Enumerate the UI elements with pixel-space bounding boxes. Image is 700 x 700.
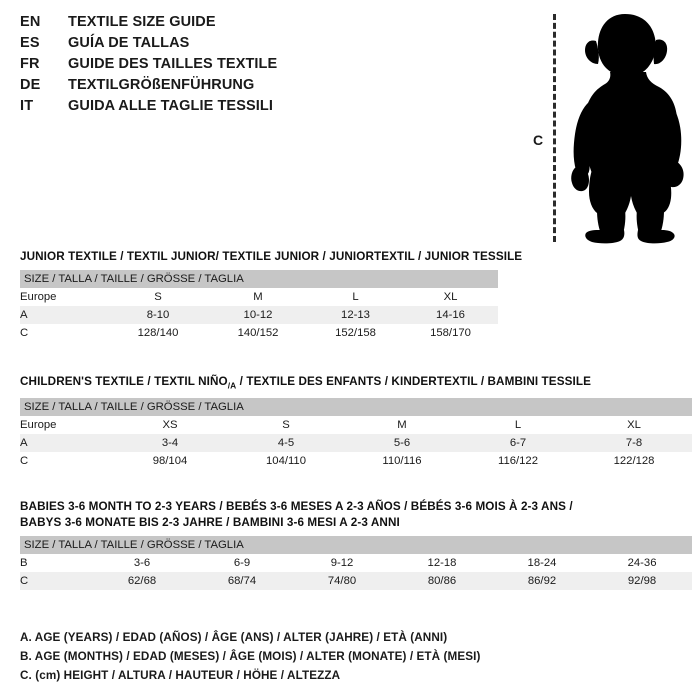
cell-value: 140/152 — [208, 324, 308, 342]
section-junior-textile: JUNIOR TEXTILE / TEXTIL JUNIOR/ TEXTILE … — [20, 249, 522, 342]
legend-block: A. AGE (YEARS) / EDAD (AÑOS) / ÂGE (ANS)… — [20, 628, 680, 685]
cell-value: S — [228, 416, 344, 435]
height-marker-label: C — [533, 132, 544, 148]
cell-value: 24-36 — [592, 554, 693, 572]
section-children-textile: CHILDREN'S TEXTILE / TEXTIL NIÑO/A / TEX… — [20, 374, 693, 471]
cell-value: 4-5 — [228, 434, 344, 453]
section-title-children: CHILDREN'S TEXTILE / TEXTIL NIÑO/A / TEX… — [20, 374, 692, 393]
row-label: A — [20, 306, 108, 324]
table-row: A 3-4 4-5 5-6 6-7 7-8 — [20, 434, 693, 453]
table-header-label-junior: SIZE / TALLA / TAILLE / GRÖSSE / TAGLIA — [20, 270, 498, 288]
cell-value: 62/68 — [92, 572, 192, 590]
cell-value: 6-9 — [192, 554, 292, 572]
row-label: C — [20, 452, 112, 471]
cell-value: 122/128 — [576, 452, 693, 471]
cell-value: L — [460, 416, 576, 435]
cell-value: 128/140 — [108, 324, 208, 342]
language-row-en: EN TEXTILE SIZE GUIDE — [20, 14, 490, 35]
table-header-label-children: SIZE / TALLA / TAILLE / GRÖSSE / TAGLIA — [20, 398, 693, 417]
language-text-de: TEXTILGRÖßENFÜHRUNG — [68, 77, 255, 93]
language-code-fr: FR — [20, 56, 40, 72]
cell-value: 68/74 — [192, 572, 292, 590]
cell-value: 7-8 — [576, 434, 693, 453]
cell-value: 80/86 — [392, 572, 492, 590]
size-table-babies: SIZE / TALLA / TAILLE / GRÖSSE / TAGLIA … — [20, 536, 693, 590]
table-row: C 98/104 104/110 110/116 116/122 122/128 — [20, 452, 693, 471]
language-text-fr: GUIDE DES TAILLES TEXTILE — [68, 56, 278, 72]
language-text-it: GUIDA ALLE TAGLIE TESSILI — [68, 98, 273, 114]
section-title-children-suffix: / TEXTILE DES ENFANTS / KINDERTEXTIL / B… — [236, 375, 591, 388]
row-label: C — [20, 324, 108, 342]
language-text-es: GUÍA DE TALLAS — [68, 35, 190, 51]
cell-value: 5-6 — [344, 434, 460, 453]
legend-row-b: B. AGE (MONTHS) / EDAD (MESES) / ÂGE (MO… — [20, 650, 481, 663]
language-code-en: EN — [20, 14, 41, 30]
cell-value: M — [208, 288, 308, 306]
cell-value: 3-4 — [112, 434, 228, 453]
table-header-label-babies: SIZE / TALLA / TAILLE / GRÖSSE / TAGLIA — [20, 536, 693, 554]
cell-value: S — [108, 288, 208, 306]
cell-value: XL — [403, 288, 498, 306]
cell-value: 10-12 — [208, 306, 308, 324]
language-row-it: IT GUIDA ALLE TAGLIE TESSILI — [20, 98, 490, 119]
height-dashed-line — [553, 14, 556, 242]
table-header-row-junior: SIZE / TALLA / TAILLE / GRÖSSE / TAGLIA — [20, 270, 498, 288]
row-label: Europe — [20, 288, 108, 306]
section-title-babies-line1: BABIES 3-6 MONTH TO 2-3 YEARS / BEBÉS 3-… — [20, 500, 573, 513]
legend-row-a: A. AGE (YEARS) / EDAD (AÑOS) / ÂGE (ANS)… — [20, 631, 448, 644]
row-label: C — [20, 572, 92, 590]
table-row: C 62/68 68/74 74/80 80/86 86/92 92/98 — [20, 572, 693, 590]
table-row: B 3-6 6-9 9-12 12-18 18-24 24-36 — [20, 554, 693, 572]
cell-value: XS — [112, 416, 228, 435]
cell-value: 92/98 — [592, 572, 693, 590]
size-table-junior: SIZE / TALLA / TAILLE / GRÖSSE / TAGLIA … — [20, 270, 498, 342]
cell-value: 12-18 — [392, 554, 492, 572]
cell-value: 116/122 — [460, 452, 576, 471]
language-row-es: ES GUÍA DE TALLAS — [20, 35, 490, 56]
toddler-silhouette-icon — [571, 14, 684, 244]
table-row: A 8-10 10-12 12-13 14-16 — [20, 306, 498, 324]
cell-value: 104/110 — [228, 452, 344, 471]
table-header-row-children: SIZE / TALLA / TAILLE / GRÖSSE / TAGLIA — [20, 398, 693, 417]
cell-value: 18-24 — [492, 554, 592, 572]
cell-value: 6-7 — [460, 434, 576, 453]
cell-value: 74/80 — [292, 572, 392, 590]
language-code-it: IT — [20, 98, 34, 114]
cell-value: 14-16 — [403, 306, 498, 324]
table-row: Europe S M L XL — [20, 288, 498, 306]
section-title-children-prefix: CHILDREN'S TEXTILE / TEXTIL NIÑO — [20, 375, 228, 388]
row-label: Europe — [20, 416, 112, 435]
cell-value: 152/158 — [308, 324, 403, 342]
table-header-row-babies: SIZE / TALLA / TAILLE / GRÖSSE / TAGLIA — [20, 536, 693, 554]
table-row: Europe XS S M L XL — [20, 416, 693, 435]
cell-value: 3-6 — [92, 554, 192, 572]
language-row-de: DE TEXTILGRÖßENFÜHRUNG — [20, 77, 490, 98]
legend-row-c: C. (cm) HEIGHT / ALTURA / HAUTEUR / HÖHE… — [20, 669, 341, 682]
cell-value: 12-13 — [308, 306, 403, 324]
language-code-es: ES — [20, 35, 40, 51]
height-illustration: C — [525, 10, 700, 245]
cell-value: 110/116 — [344, 452, 460, 471]
language-code-de: DE — [20, 77, 41, 93]
language-text-en: TEXTILE SIZE GUIDE — [68, 14, 216, 30]
section-title-babies-line2: BABYS 3-6 MONATE BIS 2-3 JAHRE / BAMBINI… — [20, 516, 400, 529]
row-label: A — [20, 434, 112, 453]
language-title-block: EN TEXTILE SIZE GUIDE ES GUÍA DE TALLAS … — [20, 14, 490, 119]
cell-value: L — [308, 288, 403, 306]
section-title-children-sub: /A — [227, 380, 237, 391]
section-title-junior: JUNIOR TEXTILE / TEXTIL JUNIOR/ TEXTILE … — [20, 250, 523, 263]
cell-value: XL — [576, 416, 693, 435]
cell-value: 9-12 — [292, 554, 392, 572]
language-row-fr: FR GUIDE DES TAILLES TEXTILE — [20, 56, 490, 77]
cell-value: 158/170 — [403, 324, 498, 342]
size-table-children: SIZE / TALLA / TAILLE / GRÖSSE / TAGLIA … — [20, 398, 693, 471]
cell-value: M — [344, 416, 460, 435]
cell-value: 86/92 — [492, 572, 592, 590]
cell-value: 8-10 — [108, 306, 208, 324]
cell-value: 98/104 — [112, 452, 228, 471]
row-label: B — [20, 554, 92, 572]
table-row: C 128/140 140/152 152/158 158/170 — [20, 324, 498, 342]
section-babies-textile: BABIES 3-6 MONTH TO 2-3 YEARS / BEBÉS 3-… — [20, 499, 693, 590]
